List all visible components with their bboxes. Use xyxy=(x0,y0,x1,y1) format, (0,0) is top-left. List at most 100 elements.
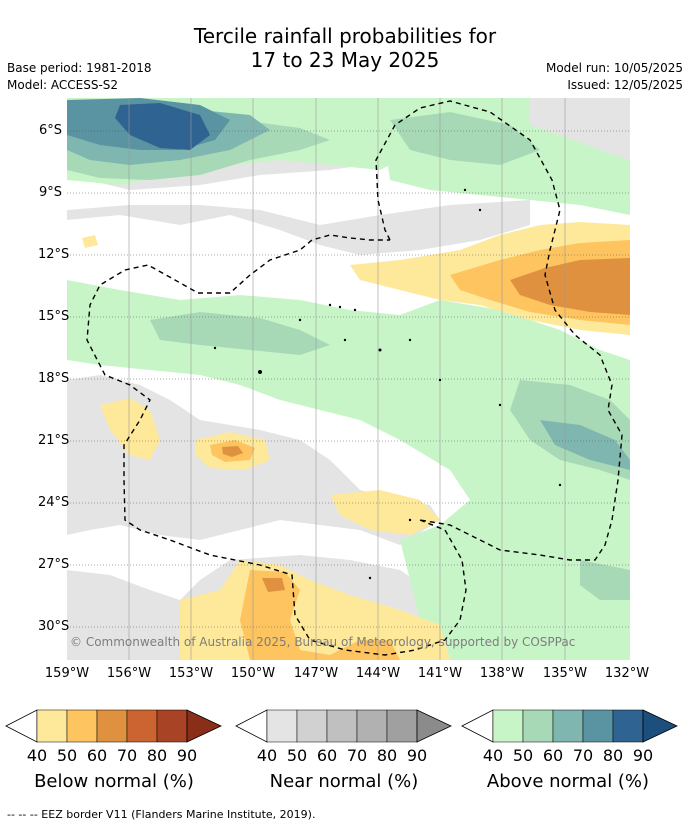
island xyxy=(478,208,482,212)
above-normal-region-nw-darkest xyxy=(115,103,210,150)
lon-label: 147°W xyxy=(293,666,339,681)
lon-label: 153°W xyxy=(168,666,214,681)
island xyxy=(408,338,412,342)
colorbar-cell xyxy=(552,709,584,743)
lat-label: 18°S xyxy=(38,371,70,386)
lat-label: 24°S xyxy=(38,495,70,510)
base-period: Base period: 1981-2018 xyxy=(7,61,152,75)
colorbar-cell xyxy=(492,709,524,743)
islands xyxy=(213,188,562,580)
colorbar-cell xyxy=(582,709,614,743)
lat-label: 12°S xyxy=(38,247,70,262)
probability-map: © Commonwealth of Australia 2025, Bureau… xyxy=(67,98,630,660)
title-line-1: Tercile rainfall probabilities for xyxy=(193,24,497,48)
below-normal-region-south-mid xyxy=(240,570,400,660)
below-normal-region-west-patch xyxy=(100,398,160,460)
title-line-2: 17 to 23 May 2025 xyxy=(250,48,440,72)
eez-footnote: -- -- -- EEZ border V11 (Flanders Marine… xyxy=(7,808,316,821)
colorbar-title-near: Near normal (%) xyxy=(269,771,419,792)
colorbar-above-normal xyxy=(461,709,678,743)
below-normal-region-south-spot xyxy=(262,578,285,592)
above-normal-region-southeast xyxy=(580,560,630,600)
lon-label: 132°W xyxy=(604,666,650,681)
grid-lines-lon xyxy=(128,98,566,660)
colorbar-cell xyxy=(386,709,418,743)
island xyxy=(558,483,562,487)
colorbar-tick: 50 xyxy=(512,746,534,765)
lon-label: 150°W xyxy=(230,666,276,681)
above-normal-region-band xyxy=(150,312,330,355)
colorbar-tick: 40 xyxy=(256,746,278,765)
lat-label: 27°S xyxy=(38,557,70,572)
lat-label: 30°S xyxy=(38,619,70,634)
colorbar-cell xyxy=(156,709,188,743)
colorbar-cell xyxy=(126,709,158,743)
map-title: Tercile rainfall probabilities for 17 to… xyxy=(0,24,690,72)
lat-label: 6°S xyxy=(38,123,62,138)
colorbar-title-below: Below normal (%) xyxy=(34,771,194,792)
island xyxy=(338,305,342,309)
below-normal-region-mid-patch xyxy=(330,490,440,535)
island xyxy=(463,188,467,192)
colorbar-tick: 70 xyxy=(572,746,594,765)
colorbar-max-arrow xyxy=(416,709,452,743)
colorbar-tick: 60 xyxy=(316,746,338,765)
lon-label: 138°W xyxy=(479,666,525,681)
island xyxy=(498,403,502,407)
colorbar-cell xyxy=(356,709,388,743)
colorbar-cell xyxy=(612,709,644,743)
lat-label: 21°S xyxy=(38,433,70,448)
lon-label: 159°W xyxy=(44,666,90,681)
eez-border xyxy=(86,100,623,656)
colorbar-max-arrow xyxy=(642,709,678,743)
colorbar-near-normal xyxy=(235,709,452,743)
lat-label: 9°S xyxy=(38,185,62,200)
above-normal-region-central xyxy=(67,280,630,660)
colorbar-below-normal xyxy=(5,709,222,743)
colorbar-tick: 90 xyxy=(632,746,654,765)
model-run: Model run: 10/05/2025 xyxy=(545,61,683,75)
island xyxy=(298,318,302,322)
meta-left: Base period: 1981-2018 Model: ACCESS-S2 xyxy=(7,60,152,94)
near-normal-region-mid xyxy=(67,200,530,255)
colorbar-title-above: Above normal (%) xyxy=(486,771,650,792)
below-normal-region-east-strong xyxy=(510,258,630,315)
lon-label: 156°W xyxy=(106,666,152,681)
island xyxy=(438,378,442,382)
colorbar-tick: 80 xyxy=(146,746,168,765)
colorbar-tick: 50 xyxy=(56,746,78,765)
colorbar-min-arrow xyxy=(5,709,38,743)
colorbar-tick: 40 xyxy=(26,746,48,765)
map-area: © Commonwealth of Australia 2025, Bureau… xyxy=(67,98,630,660)
below-normal-region-central-core xyxy=(222,446,243,457)
colorbar-tick: 70 xyxy=(346,746,368,765)
above-normal-region-east-dark xyxy=(540,420,630,470)
island xyxy=(378,348,382,352)
island xyxy=(258,370,262,374)
colorbar-tick: 80 xyxy=(376,746,398,765)
island xyxy=(213,346,217,350)
issued-date: Issued: 12/05/2025 xyxy=(567,78,683,92)
grid-lines xyxy=(67,130,630,628)
colorbar-tick: 70 xyxy=(116,746,138,765)
colorbar-tick: 80 xyxy=(602,746,624,765)
colorbar-max-arrow xyxy=(186,709,222,743)
colorbar-min-arrow xyxy=(235,709,268,743)
island xyxy=(368,576,372,580)
colorbar-tick: 50 xyxy=(286,746,308,765)
island xyxy=(353,308,357,312)
colorbar-cell xyxy=(96,709,128,743)
colorbar-cell xyxy=(522,709,554,743)
above-normal-region-northeast-teal xyxy=(390,112,540,165)
lat-label: 15°S xyxy=(38,309,70,324)
colorbar-cell xyxy=(266,709,298,743)
colorbar-tick: 60 xyxy=(86,746,108,765)
meta-right: Model run: 10/05/2025 Issued: 12/05/2025 xyxy=(546,60,683,94)
colorbar-tick: 60 xyxy=(542,746,564,765)
colorbar-tick: 90 xyxy=(406,746,428,765)
below-normal-region-small xyxy=(82,235,98,248)
colorbar-cell xyxy=(66,709,98,743)
colorbar-cell xyxy=(296,709,328,743)
lon-label: 135°W xyxy=(542,666,588,681)
colorbar-cell xyxy=(326,709,358,743)
